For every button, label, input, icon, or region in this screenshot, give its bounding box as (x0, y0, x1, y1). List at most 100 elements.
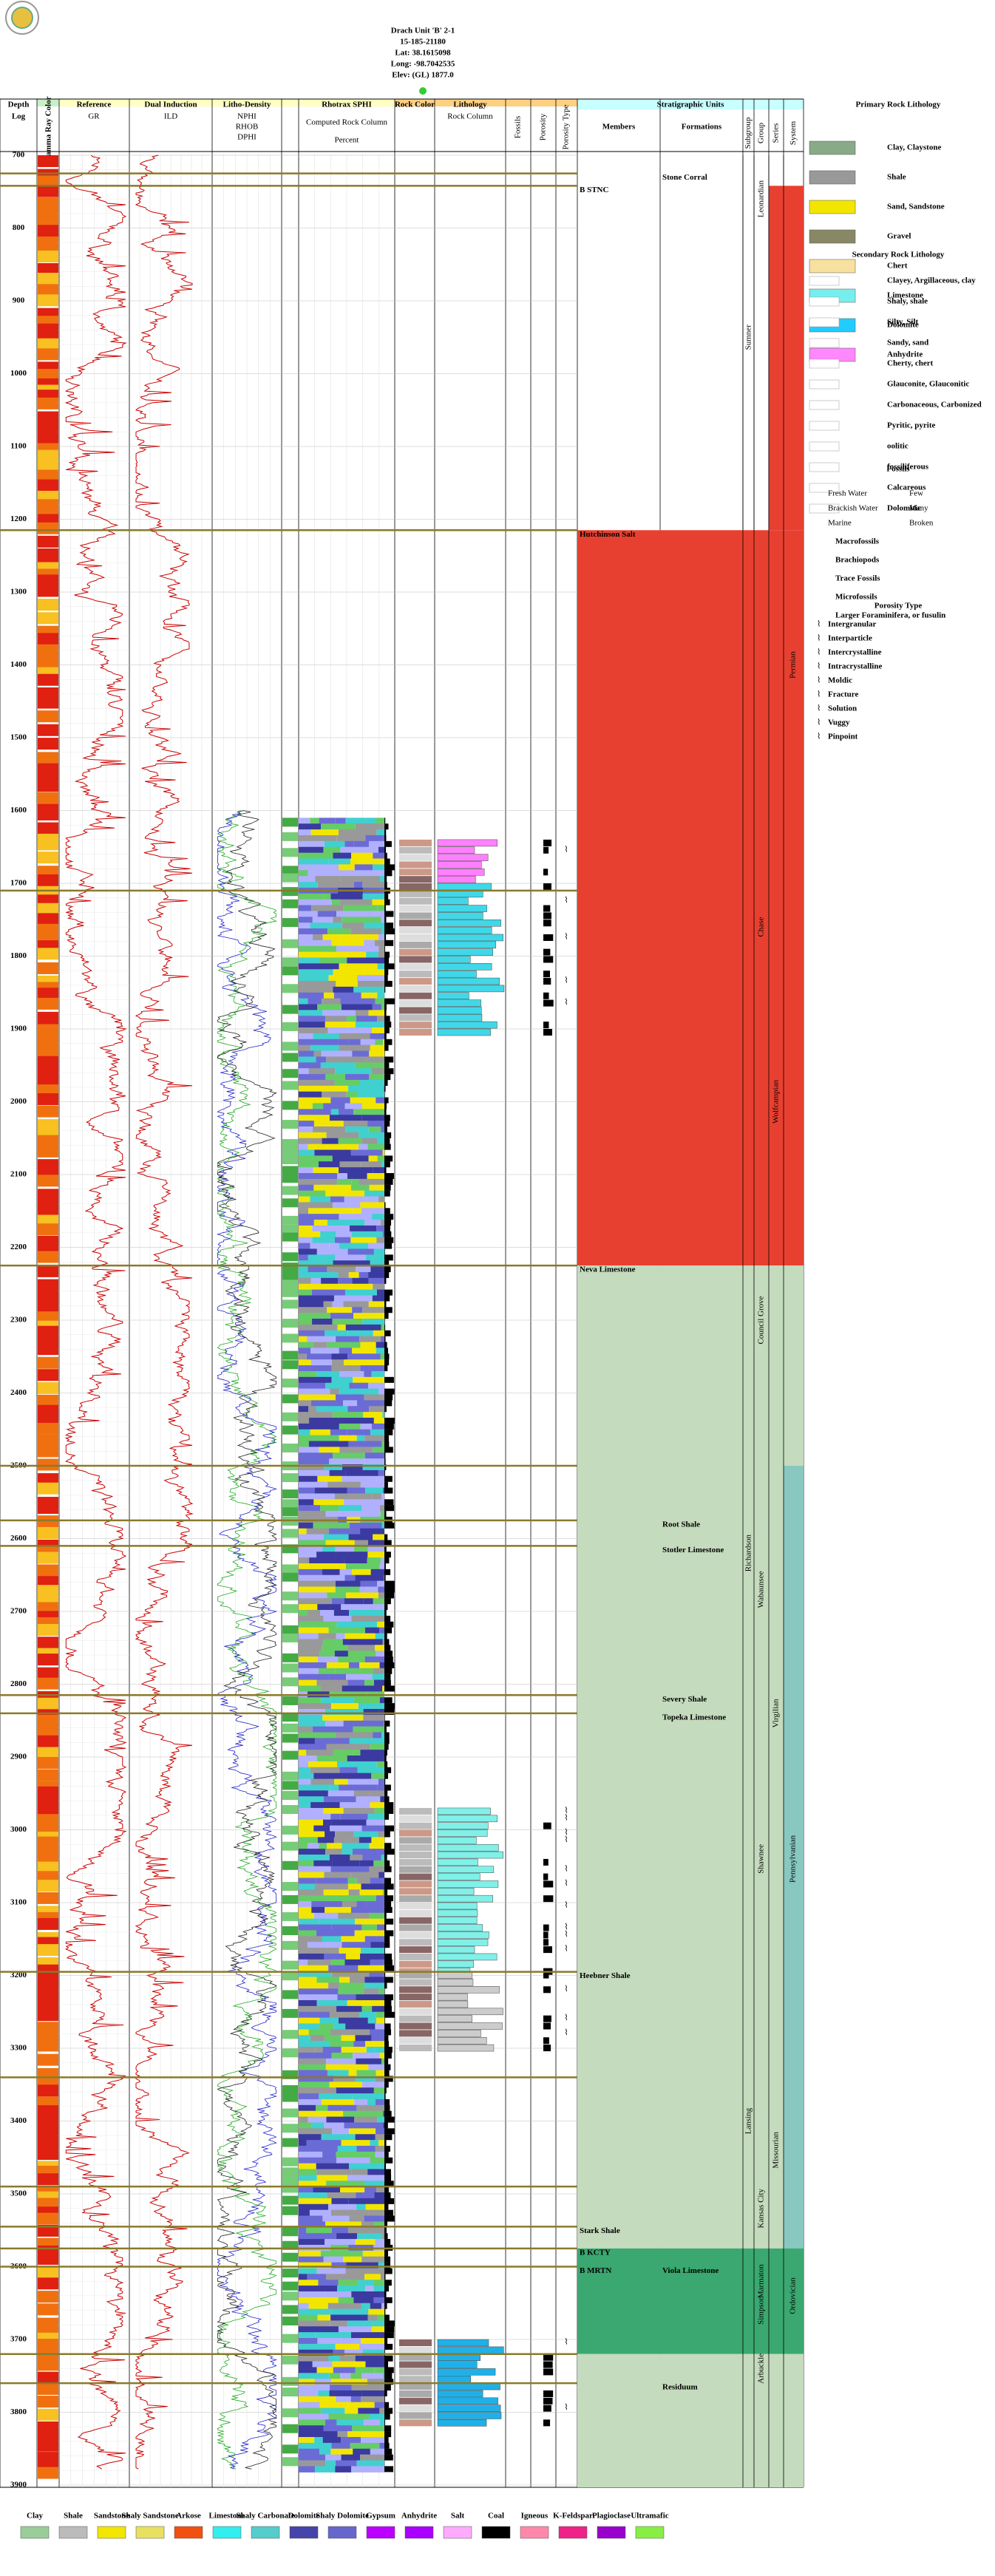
rock-segment (365, 1918, 384, 1926)
rock-segment (384, 2098, 390, 2105)
rock-segment (299, 1756, 317, 1762)
rock-segment (299, 1627, 314, 1634)
rock-segment (317, 1656, 339, 1663)
rock-segment (384, 2181, 394, 2187)
rock-segment (384, 1208, 390, 1214)
lithology-block (437, 2022, 503, 2030)
rock-segment (315, 2047, 323, 2053)
rock-segment (362, 2250, 384, 2257)
rock-color (399, 1895, 432, 1903)
nphi-band (282, 1443, 298, 1452)
rock-segment (359, 2011, 376, 2019)
rock-segment (379, 2442, 384, 2450)
rock-segment (339, 1348, 353, 1354)
rock-segment (384, 1895, 393, 1902)
rock-segment (353, 2052, 380, 2059)
rock-segment (373, 1732, 382, 1739)
rock-segment (299, 2314, 318, 2322)
nphi-band (282, 2206, 298, 2215)
nphi-band (282, 1696, 298, 1705)
rock-segment (299, 1196, 310, 1203)
rock-segment (376, 2128, 384, 2135)
rock-segment (384, 2308, 386, 2315)
gr-color-band (38, 650, 58, 663)
rock-segment (375, 2098, 384, 2106)
gr-color-band (38, 1814, 58, 1826)
rock-segment (339, 1784, 378, 1791)
gr-color-band (38, 272, 58, 285)
rock-segment (384, 1301, 387, 1308)
rock-segment (299, 1348, 311, 1354)
rock-segment (299, 1807, 324, 1815)
porosity-icon: ⌇ (817, 690, 821, 699)
label: K-Feldspar (553, 2512, 593, 2521)
rock-segment (340, 899, 373, 906)
gr-color-band (38, 2148, 58, 2161)
strat-fill (577, 530, 804, 1266)
rock-segment (340, 2373, 351, 2379)
rock-segment (384, 998, 395, 1005)
rock-segment (384, 1475, 393, 1482)
rock-color (399, 992, 432, 999)
rock-segment (346, 1091, 359, 1098)
rock-segment (369, 1184, 384, 1192)
rock-segment (373, 2286, 384, 2292)
rock-segment (299, 1330, 325, 1337)
rock-segment (355, 1574, 384, 1582)
rock-segment (299, 911, 318, 917)
rock-segment (320, 1062, 356, 1069)
porosity-icon: ⌇ (817, 718, 821, 727)
rock-segment (384, 1592, 395, 1599)
rock-segment (319, 2023, 334, 2030)
gr-color-band (38, 2439, 58, 2452)
gr-color-band (38, 2224, 58, 2237)
gr-color-band (38, 1223, 58, 1236)
rock-segment (356, 1744, 370, 1750)
rock-segment (299, 2431, 338, 2438)
gr-color-band (38, 1422, 58, 1435)
rock-segment (321, 1050, 353, 1058)
rock-segment (349, 1610, 384, 1617)
rock-segment (344, 1959, 370, 1966)
rock-segment (361, 2338, 384, 2345)
rock-segment (299, 840, 325, 848)
rock-segment (384, 928, 395, 935)
gr-color-band (38, 838, 58, 851)
rock-segment (384, 1027, 390, 1034)
rock-segment (384, 1720, 390, 1727)
nphi-band (282, 2269, 298, 2278)
rock-segment (384, 2303, 387, 2309)
rock-segment (370, 2303, 382, 2310)
rock-segment (339, 2355, 356, 2362)
rock-segment (384, 2280, 392, 2286)
rock-segment (364, 1435, 384, 1442)
rock-segment (299, 1027, 328, 1034)
rock-segment (368, 2308, 384, 2316)
gr-color-band (38, 2421, 58, 2433)
lithology-block (437, 839, 498, 847)
rock-segment (352, 2425, 384, 2432)
rock-color (399, 2368, 432, 2376)
rock-segment (313, 1773, 353, 1780)
label: System (789, 120, 798, 145)
rock-color (399, 1946, 432, 1954)
rock-segment (306, 1528, 330, 1535)
rock-segment (316, 2169, 352, 2176)
rock-segment (384, 922, 393, 929)
rock-segment (330, 1196, 344, 1203)
rock-segment (323, 992, 334, 999)
group-label: Richardson (744, 1535, 753, 1572)
rock-segment (310, 1196, 331, 1203)
rock-segment (327, 1592, 347, 1599)
rock-segment (345, 1324, 381, 1331)
gr-color-band (38, 175, 58, 188)
gr-color-band (38, 263, 58, 276)
label: oolitic (887, 442, 909, 451)
rock-segment (338, 1109, 354, 1115)
group-label: Virgilian (772, 1699, 781, 1727)
rock-segment (317, 2314, 331, 2322)
rock-segment (378, 1831, 384, 1838)
rock-segment (324, 2035, 342, 2042)
gr-color-band (38, 250, 58, 262)
lithology-block (437, 1829, 488, 1837)
